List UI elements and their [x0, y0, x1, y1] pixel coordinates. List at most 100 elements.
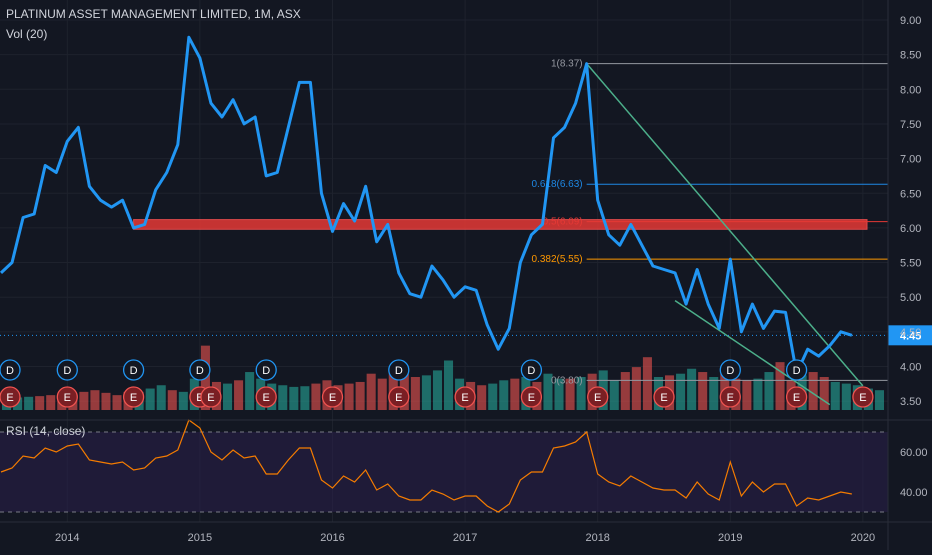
- earnings-marker-letter: E: [727, 392, 734, 404]
- trendline[interactable]: [674, 300, 831, 406]
- dividend-marker-letter: D: [63, 365, 71, 377]
- earnings-marker[interactable]: E: [56, 386, 78, 408]
- earnings-marker[interactable]: E: [454, 386, 476, 408]
- dividend-marker[interactable]: D: [255, 359, 277, 381]
- earnings-marker-letter: E: [196, 392, 203, 404]
- symbol-title[interactable]: PLATINUM ASSET MANAGEMENT LIMITED, 1M, A…: [6, 7, 301, 21]
- dividend-marker[interactable]: D: [520, 359, 543, 381]
- volume-bar: [698, 372, 708, 410]
- earnings-marker[interactable]: E: [520, 386, 543, 408]
- earnings-marker[interactable]: E: [321, 386, 344, 408]
- earnings-marker-circle: [719, 386, 741, 408]
- volume-bar: [841, 383, 851, 410]
- volume-bar: [631, 367, 641, 410]
- earnings-marker-circle: [0, 386, 21, 408]
- earnings-marker-circle: [454, 386, 476, 408]
- dividend-marker[interactable]: D: [388, 359, 410, 381]
- earnings-marker[interactable]: E: [785, 386, 808, 408]
- earnings-marker[interactable]: E: [200, 386, 222, 408]
- price-tick-label: 7.50: [900, 119, 921, 131]
- earnings-marker[interactable]: E: [0, 386, 21, 408]
- current-price-tag[interactable]: [888, 325, 932, 346]
- resistance-zone-rect[interactable]: [133, 219, 868, 230]
- resistance-zone[interactable]: [133, 219, 868, 230]
- dividend-marker[interactable]: D: [0, 359, 21, 381]
- dividend-marker-circle: [388, 359, 410, 381]
- earnings-marker-circle: [321, 386, 344, 408]
- dividend-marker[interactable]: D: [189, 359, 211, 381]
- earnings-marker-letter: E: [793, 392, 800, 404]
- price-tick-label: 5.50: [900, 258, 921, 270]
- dividend-marker[interactable]: D: [719, 359, 741, 381]
- dividend-marker-circle: [56, 359, 78, 381]
- price-tick-label: 5.00: [900, 292, 921, 304]
- volume-bar: [576, 377, 586, 410]
- rsi-tick-label: 40.00: [900, 487, 928, 499]
- fibonacci-levels[interactable]: 1(8.37) 0.618(6.63) 0.5(6.09) 0.382(5.55) 0(…: [531, 59, 888, 387]
- volume-bar: [178, 391, 188, 410]
- earnings-marker[interactable]: E: [719, 386, 741, 408]
- volume-bar: [676, 373, 686, 410]
- volume-bar: [642, 357, 652, 410]
- volume-bar: [366, 373, 376, 410]
- volume-bar: [145, 388, 155, 410]
- volume-bar: [421, 375, 431, 410]
- volume-bar: [245, 372, 255, 410]
- dividend-marker-circle: [255, 359, 277, 381]
- volume-bar: [687, 368, 697, 410]
- rsi-indicator-label[interactable]: RSI (14, close): [6, 424, 86, 438]
- volume-bar: [709, 377, 719, 410]
- fib-level-label: 0(3.80): [551, 375, 583, 386]
- volume-bar: [808, 372, 818, 410]
- earnings-marker[interactable]: E: [388, 386, 410, 408]
- trendline[interactable]: [586, 63, 864, 387]
- dividend-marker[interactable]: D: [785, 359, 808, 381]
- dividend-marker-letter: D: [395, 365, 403, 377]
- earnings-marker-letter: E: [859, 392, 866, 404]
- volume-bar: [543, 373, 553, 410]
- earnings-marker-circle: [653, 386, 675, 408]
- earnings-marker[interactable]: E: [653, 386, 675, 408]
- price-tick-label: 3.50: [900, 396, 921, 408]
- dividend-marker[interactable]: D: [56, 359, 78, 381]
- dividend-marker[interactable]: D: [122, 359, 145, 381]
- earnings-marker-letter: E: [395, 392, 402, 404]
- volume-indicator-label[interactable]: Vol (20): [6, 27, 48, 41]
- event-markers[interactable]: D D D D D D D D DE E E E E E E E E E E E E E E: [0, 359, 874, 408]
- trendlines[interactable]: [586, 63, 864, 406]
- time-tick-label: 2019: [718, 532, 742, 544]
- volume-bar: [565, 378, 575, 410]
- dividend-marker-circle: [719, 359, 741, 381]
- volume-bar: [90, 390, 100, 410]
- volume-bar: [46, 395, 56, 410]
- time-tick-label: 2018: [585, 532, 609, 544]
- dividend-marker-circle: [785, 359, 808, 381]
- dividend-marker-circle: [122, 359, 145, 381]
- dividend-marker-circle: [0, 359, 21, 381]
- volume-bar: [234, 380, 244, 410]
- earnings-marker[interactable]: E: [255, 386, 277, 408]
- price-tick-label: 9.00: [900, 15, 921, 27]
- price-line[interactable]: [0, 35, 853, 375]
- earnings-marker-letter: E: [461, 392, 468, 404]
- volume-bar: [112, 395, 122, 410]
- earnings-marker[interactable]: E: [587, 386, 609, 408]
- price-tick-label: 8.00: [900, 84, 921, 96]
- rsi-tick-label: 60.00: [900, 447, 928, 459]
- dividend-marker-letter: D: [793, 365, 801, 377]
- dividend-marker-letter: D: [130, 365, 138, 377]
- volume-bar: [874, 390, 884, 410]
- earnings-marker[interactable]: E: [122, 386, 145, 408]
- rsi-line-group[interactable]: [0, 419, 852, 513]
- dividend-marker-letter: D: [726, 365, 734, 377]
- earnings-marker[interactable]: E: [852, 386, 874, 408]
- price-line-group[interactable]: 4.45: [0, 35, 932, 375]
- volume-bar: [278, 385, 288, 410]
- fib-level-label: 0.618(6.63): [531, 179, 582, 190]
- volume-bar: [101, 392, 111, 410]
- price-tick-label: 6.00: [900, 223, 921, 235]
- earnings-marker-letter: E: [594, 392, 601, 404]
- rsi-line[interactable]: [0, 419, 852, 513]
